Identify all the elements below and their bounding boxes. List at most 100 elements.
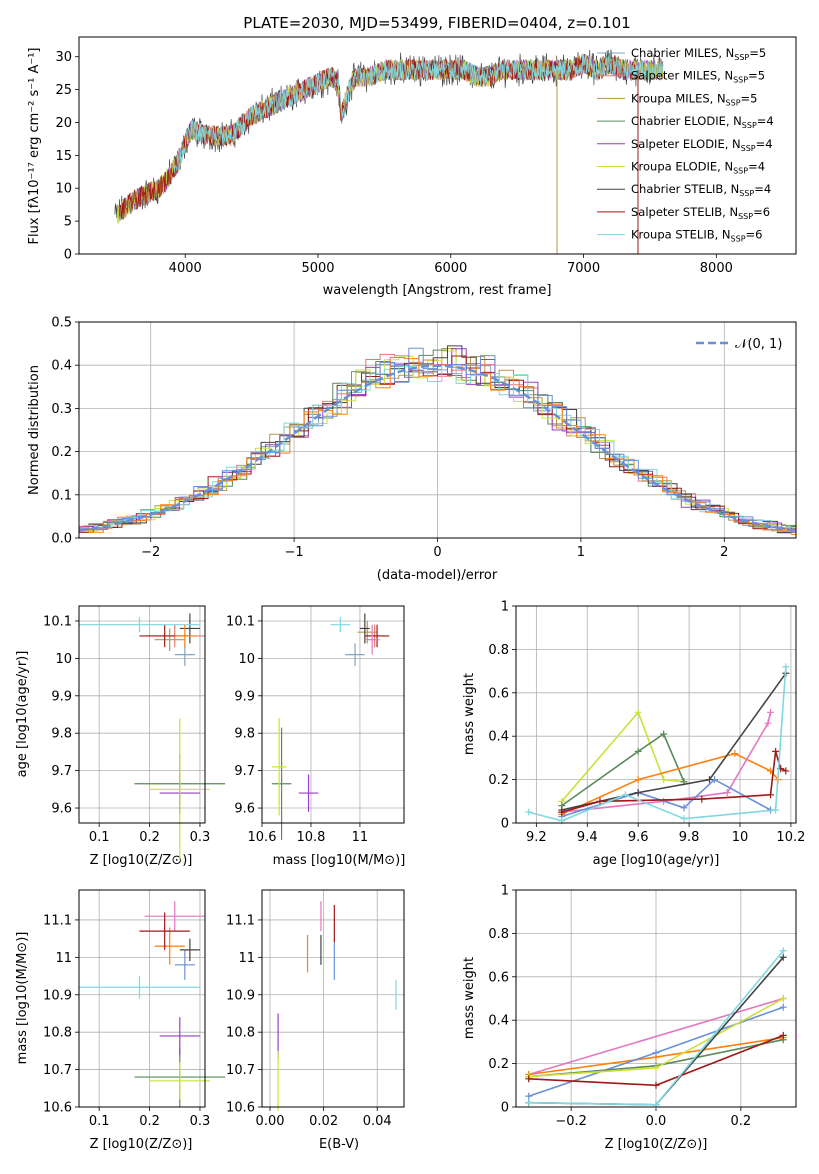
y-tick-label: 10.6 — [43, 1101, 72, 1116]
age-mass-xlabel: mass [log10(M/M⊙)] — [273, 853, 406, 868]
legend-entry: Kroupa MILES, NSSP=5 — [631, 91, 757, 107]
y-tick-label: 10 — [55, 182, 72, 197]
x-tick-label: 0.2 — [139, 830, 160, 845]
y-tick-label: 9.9 — [234, 689, 255, 704]
weight-marker — [764, 719, 772, 727]
x-tick-label: 10.2 — [776, 830, 805, 845]
x-tick-label: 0.3 — [190, 830, 211, 845]
x-tick-label: 0.00 — [256, 1114, 285, 1129]
weight-marker — [779, 953, 787, 961]
weight-marker — [652, 1081, 660, 1089]
weight-marker — [772, 747, 780, 755]
weight-marker — [558, 808, 566, 816]
y-tick-label: 11 — [55, 951, 72, 966]
histogram-line — [79, 347, 796, 534]
axes-frame — [261, 605, 405, 824]
weight-marker — [660, 730, 668, 738]
axes-frame — [515, 889, 797, 1108]
y-tick-label: 0.8 — [488, 643, 509, 658]
legend-entry: Chabrier MILES, NSSP=5 — [631, 46, 766, 62]
x-tick-label: 2 — [720, 545, 728, 560]
weight-marker — [680, 815, 688, 823]
x-tick-label: 0 — [433, 545, 441, 560]
y-tick-label: 10.1 — [226, 614, 255, 629]
weight-marker — [652, 1064, 660, 1072]
weight-marker — [525, 1099, 533, 1107]
x-tick-label: 9.8 — [679, 830, 700, 845]
weight-marker — [705, 776, 713, 784]
legend-entry: Salpeter ELODIE, NSSP=4 — [631, 137, 773, 153]
y-tick-label: 0.0 — [51, 532, 72, 547]
y-tick-label: 0.2 — [51, 445, 72, 460]
x-tick-label: 9.6 — [628, 830, 649, 845]
weight-marker — [772, 806, 780, 814]
axes-frame — [515, 605, 797, 824]
y-tick-label: 0.5 — [51, 316, 72, 331]
weight-line — [561, 732, 685, 807]
normal-curve — [78, 364, 797, 532]
x-tick-label: 8000 — [700, 261, 733, 276]
weight-line — [528, 997, 784, 1076]
x-tick-label: 10 — [732, 830, 749, 845]
age-z-ylabel: age [log10(age/yr)] — [15, 651, 30, 778]
legend-entry: Chabrier STELIB, NSSP=4 — [631, 182, 771, 198]
weight-vs-z-panel: Z [log10(Z/Z⊙)] mass weight −0.2 0.0 0.2 0 0… — [462, 884, 797, 1152]
spectrum-xlabel: wavelength [Angstrom, rest frame] — [323, 283, 552, 298]
x-tick-label: 4000 — [169, 261, 202, 276]
y-tick-label: 1 — [501, 884, 509, 899]
weight-z-xlabel: Z [log10(Z/Z⊙)] — [605, 1137, 708, 1152]
y-tick-label: 11.1 — [43, 913, 72, 928]
y-tick-label: 5 — [64, 215, 72, 230]
legend-entry: 𝒩(0, 1) — [735, 337, 782, 352]
y-tick-label: 0.4 — [488, 730, 509, 745]
weight-marker — [680, 804, 688, 812]
y-tick-label: 25 — [55, 83, 72, 98]
x-tick-label: 1 — [577, 545, 585, 560]
x-tick-label: 11 — [352, 830, 369, 845]
mass-z-xlabel: Z [log10(Z/Z⊙)] — [90, 1137, 193, 1152]
y-tick-label: 0.2 — [488, 1057, 509, 1072]
y-tick-label: 0.4 — [51, 359, 72, 374]
weight-marker — [634, 776, 642, 784]
spectrum-panel: PLATE=2030, MJD=53499, FIBERID=0404, z=0… — [27, 14, 797, 298]
weight-marker — [779, 1003, 787, 1011]
spectrum-ylabel: Flux [fλ10⁻¹⁷ erg cm⁻² s⁻¹ A⁻¹] — [27, 48, 42, 245]
y-tick-label: 9.6 — [234, 802, 255, 817]
x-tick-label: 10.8 — [296, 830, 325, 845]
x-tick-label: 0.3 — [190, 1114, 211, 1129]
weight-marker — [652, 1049, 660, 1057]
axes-frame — [78, 889, 206, 1108]
y-tick-label: 10.7 — [226, 1063, 255, 1078]
weight-marker — [731, 750, 739, 758]
residual-xlabel: (data-model)/error — [377, 568, 498, 583]
weight-line — [561, 672, 787, 811]
y-tick-label: 9.7 — [234, 764, 255, 779]
weight-age-ylabel: mass weight — [462, 673, 477, 755]
age-vs-z-panel: Z [log10(Z/Z⊙)] age [log10(age/yr)] 0.1 0… — [15, 605, 226, 868]
y-tick-label: 11 — [238, 951, 255, 966]
y-tick-label: 10.8 — [43, 1026, 72, 1041]
axes-frame — [78, 605, 206, 824]
legend-entry: Salpeter STELIB, NSSP=6 — [631, 205, 770, 221]
weight-marker — [723, 789, 731, 797]
y-tick-label: 10.9 — [226, 988, 255, 1003]
weight-marker — [634, 789, 642, 797]
y-tick-label: 9.7 — [51, 764, 72, 779]
spectrum-title: PLATE=2030, MJD=53499, FIBERID=0404, z=0… — [243, 14, 630, 32]
y-tick-label: 0.8 — [488, 927, 509, 942]
weight-marker — [660, 776, 668, 784]
weight-z-ylabel: mass weight — [462, 957, 477, 1039]
weight-marker — [634, 708, 642, 716]
mass-z-ylabel: mass [log10(M/M⊙)] — [15, 932, 30, 1065]
y-tick-label: 11.1 — [226, 913, 255, 928]
y-tick-label: 9.8 — [51, 727, 72, 742]
weight-marker — [782, 767, 790, 775]
y-tick-label: 10 — [238, 652, 255, 667]
y-tick-label: 0 — [501, 817, 509, 832]
x-tick-label: 10.6 — [248, 830, 277, 845]
weight-marker — [779, 947, 787, 955]
y-tick-label: 10.8 — [226, 1026, 255, 1041]
x-tick-label: 0.1 — [89, 1114, 110, 1129]
legend-entry: Salpeter MILES, NSSP=5 — [631, 69, 765, 85]
